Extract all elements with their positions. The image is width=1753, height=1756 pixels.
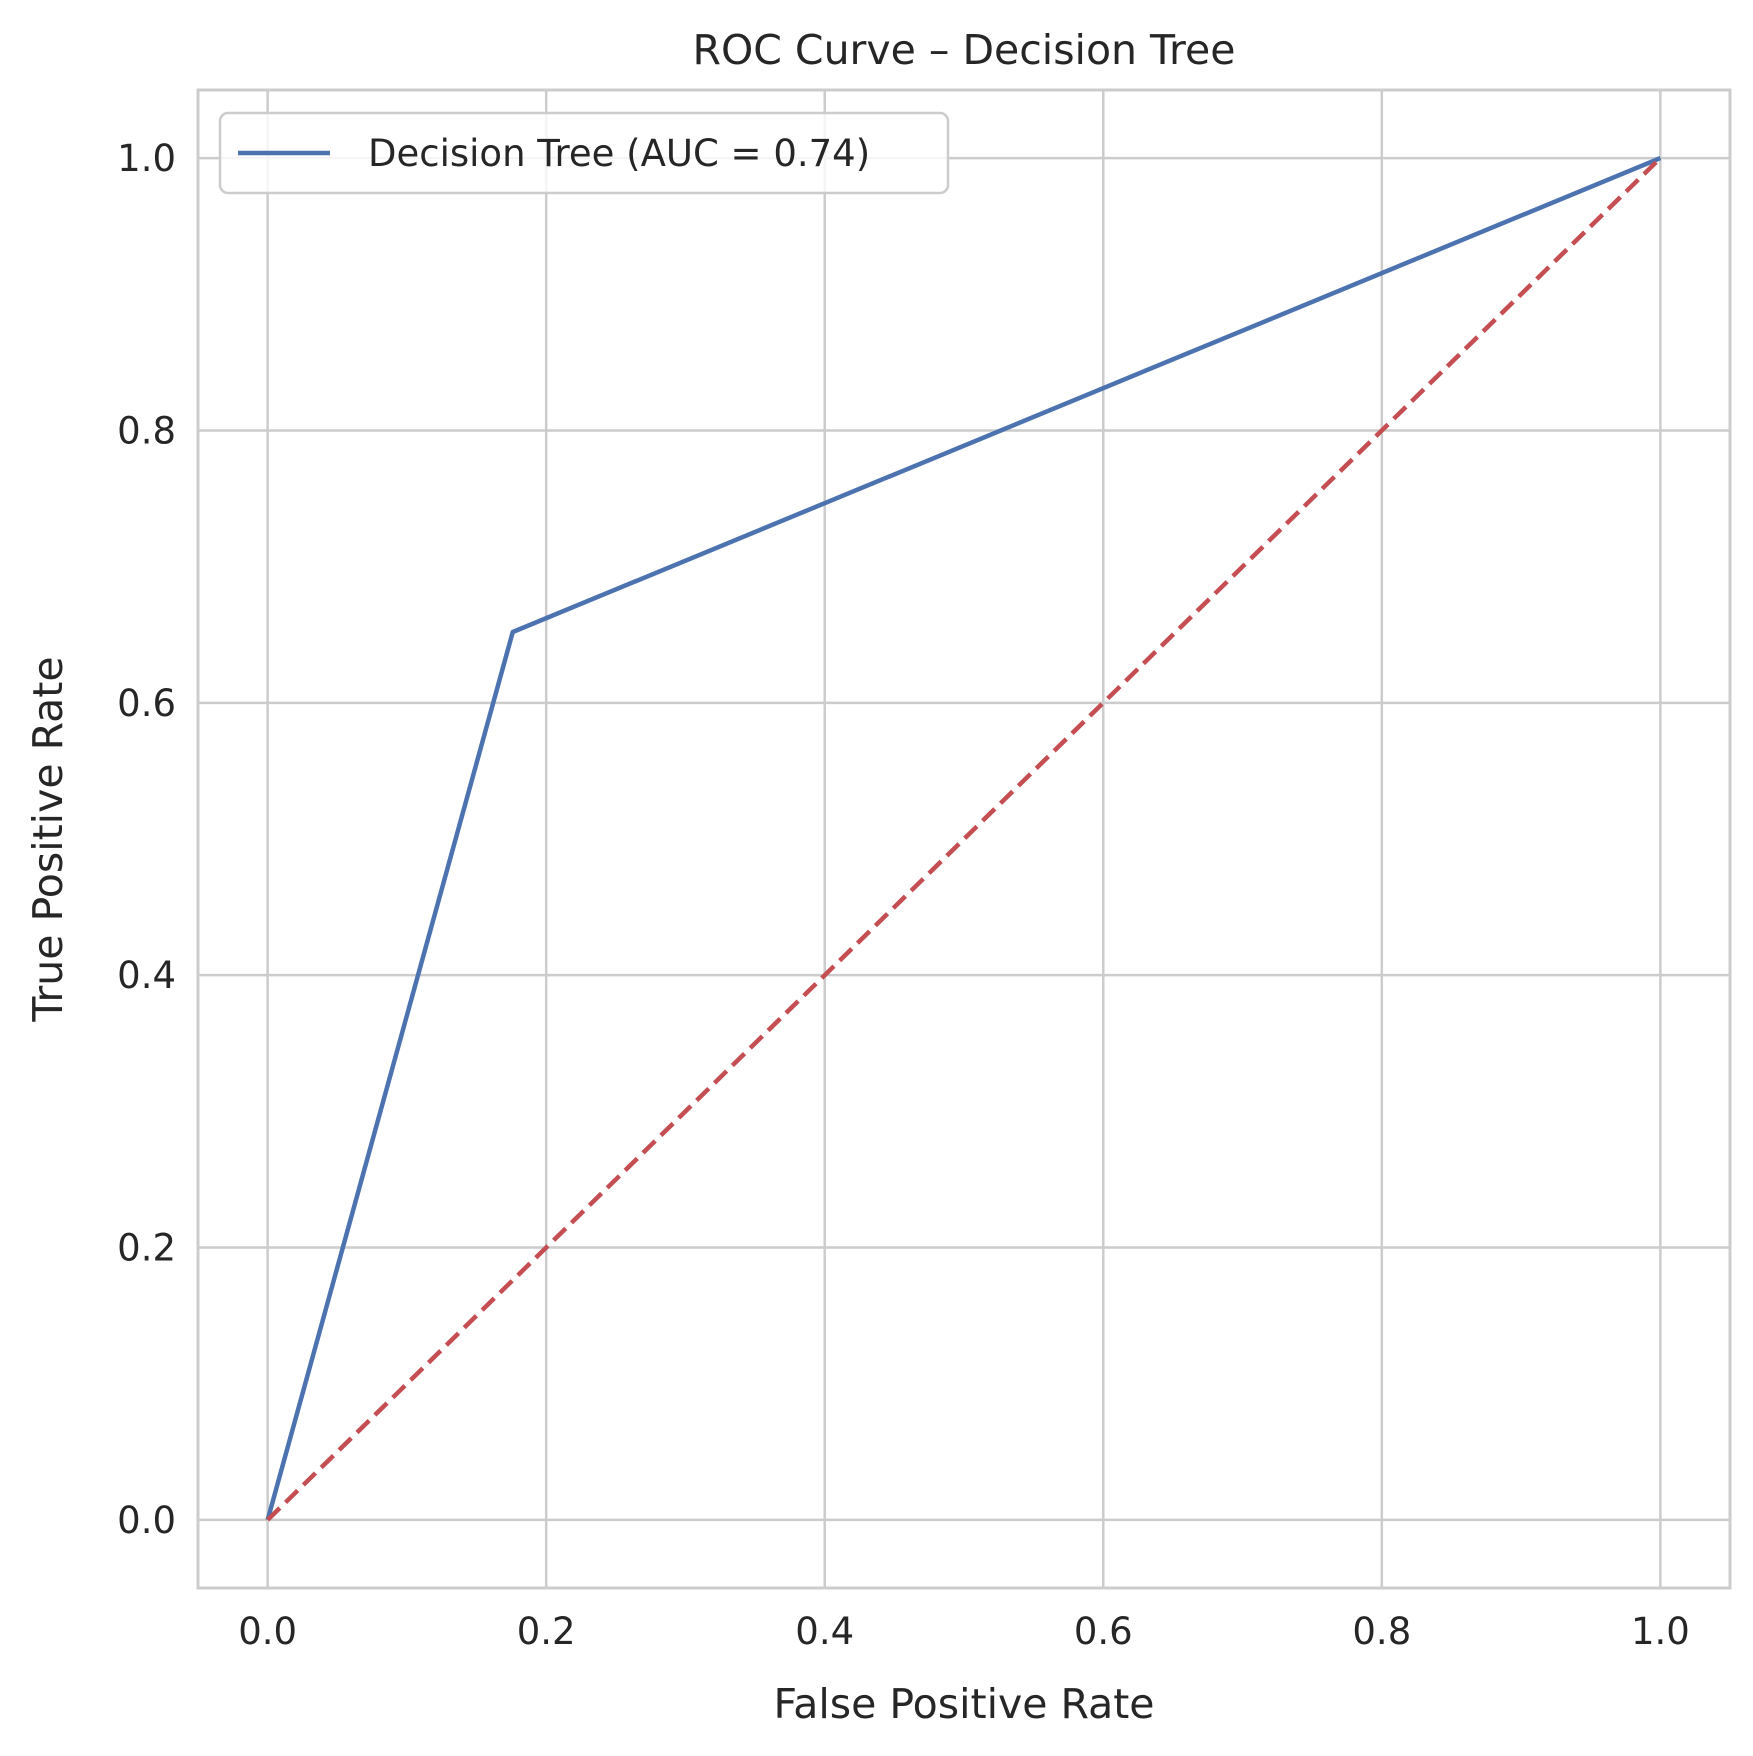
tick-labels: 0.0 0.2 0.4 0.6 0.8 1.0 0.0 0.2 0.4 0.6 0.8 1.0: [117, 137, 1690, 1653]
legend-box: [218, 111, 950, 195]
x-tick-label: 0.6: [1074, 1610, 1133, 1653]
legend-label-decision-tree: Decision Tree (AUC = 0.74): [368, 132, 870, 175]
y-tick-label: 0.0: [117, 1499, 176, 1542]
series-line-decision-tree: [265, 156, 1662, 1521]
y-tick-label: 0.4: [117, 954, 176, 997]
x-tick-label: 1.0: [1631, 1610, 1690, 1653]
x-axis-label: False Positive Rate: [773, 1680, 1154, 1728]
legend: Decision Tree (AUC = 0.74): [218, 111, 950, 195]
x-tick-label: 0.4: [795, 1610, 854, 1653]
y-tick-label: 0.6: [117, 682, 176, 725]
y-tick-label: 0.2: [117, 1227, 176, 1270]
y-axis-label: True Positive Rate: [24, 656, 72, 1022]
series-line-baseline: [266, 156, 1662, 1522]
chart-title: ROC Curve – Decision Tree: [693, 26, 1236, 74]
x-tick-label: 0.0: [238, 1610, 297, 1653]
plot-frame: [196, 88, 1732, 1590]
series-lines: [265, 156, 1662, 1522]
grid-lines: [198, 90, 1730, 1588]
y-tick-label: 0.8: [117, 409, 176, 452]
x-tick-label: 0.2: [517, 1610, 576, 1653]
x-tick-label: 0.8: [1352, 1610, 1411, 1653]
y-tick-label: 1.0: [117, 137, 176, 180]
